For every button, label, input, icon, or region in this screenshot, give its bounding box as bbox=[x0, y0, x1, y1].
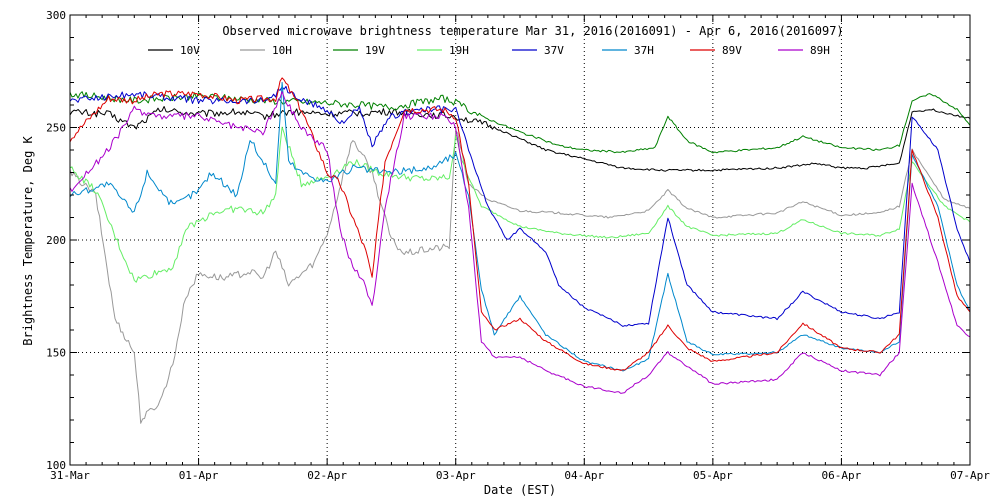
series-line-19h bbox=[69, 126, 971, 283]
x-tick-label: 03-Apr bbox=[436, 469, 476, 482]
legend-label-19h: 19H bbox=[449, 44, 469, 57]
chart-title: Observed microwave brightness temperatur… bbox=[222, 24, 843, 38]
y-tick-label: 150 bbox=[46, 347, 66, 360]
y-tick-label: 100 bbox=[46, 459, 66, 472]
series-line-10v bbox=[69, 106, 971, 172]
x-tick-label: 02-Apr bbox=[307, 469, 347, 482]
x-axis-title: Date (EST) bbox=[484, 483, 556, 497]
y-tick-label: 300 bbox=[46, 9, 66, 22]
y-axis-title: Brightness Temperature, Deg K bbox=[21, 135, 35, 345]
x-tick-label: 06-Apr bbox=[822, 469, 862, 482]
legend-label-37v: 37V bbox=[544, 44, 564, 57]
ticks-layer: 31-Mar 01-Apr 02-Apr 03-Apr 04-Apr 05-Apr 06-A… bbox=[46, 9, 990, 482]
series-layer bbox=[69, 77, 971, 424]
legend-label-89h: 89H bbox=[810, 44, 830, 57]
x-tick-label: 04-Apr bbox=[564, 469, 604, 482]
x-tick-label: 07-Apr bbox=[950, 469, 990, 482]
series-line-10h bbox=[69, 129, 971, 424]
x-tick-label: 05-Apr bbox=[693, 469, 733, 482]
x-tick-label: 01-Apr bbox=[179, 469, 219, 482]
y-tick-label: 250 bbox=[46, 122, 66, 135]
y-tick-label: 200 bbox=[46, 234, 66, 247]
legend-label-37h: 37H bbox=[634, 44, 654, 57]
series-line-89v bbox=[69, 77, 971, 371]
legend-label-89v: 89V bbox=[722, 44, 742, 57]
grid-layer bbox=[70, 15, 970, 465]
legend: 10V 10H 19V 19H 37V 37H 89V 89H bbox=[148, 44, 830, 57]
series-line-89h bbox=[69, 91, 971, 394]
x-tick-label: 31-Mar bbox=[50, 469, 90, 482]
legend-label-10h: 10H bbox=[272, 44, 292, 57]
series-line-37h bbox=[69, 81, 971, 372]
legend-label-19v: 19V bbox=[365, 44, 385, 57]
legend-label-10v: 10V bbox=[180, 44, 200, 57]
